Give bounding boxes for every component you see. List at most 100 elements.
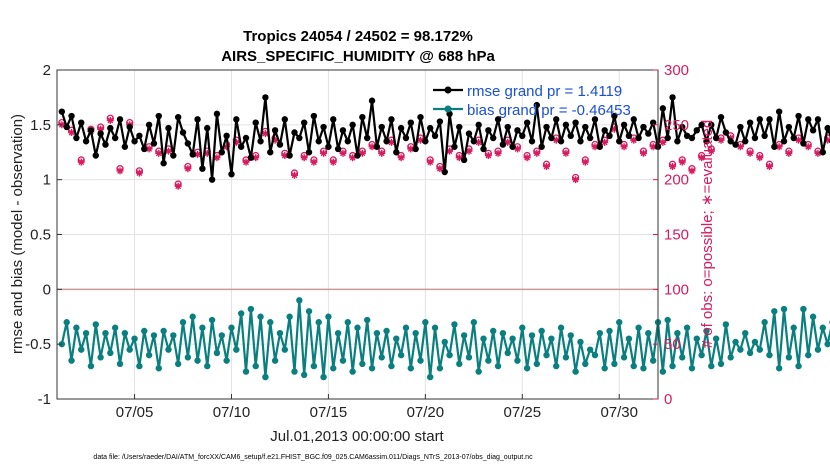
bias-point xyxy=(785,354,793,361)
rmse-point xyxy=(616,138,623,145)
bias-point xyxy=(363,316,371,324)
rmse-point xyxy=(509,143,516,150)
rmse-point xyxy=(291,129,298,136)
rmse-point xyxy=(281,116,288,123)
rmse-point xyxy=(582,123,589,131)
bias-point xyxy=(451,321,458,328)
rmse-point xyxy=(126,123,133,131)
rmse-point xyxy=(766,116,773,123)
bias-point xyxy=(170,332,177,339)
bias-point xyxy=(402,324,410,331)
legend-rmse-label: rmse grand pr = 1.4119 xyxy=(467,83,622,100)
bias-point xyxy=(645,330,652,337)
rmse-point xyxy=(160,160,167,167)
rmse-point xyxy=(242,134,250,142)
bias-point xyxy=(397,351,405,359)
rmse-point xyxy=(533,101,541,109)
obs-evaluated-point xyxy=(155,149,163,157)
bias-point xyxy=(300,371,308,379)
bias-point xyxy=(116,360,124,368)
bias-point xyxy=(640,365,647,372)
obs-evaluated-point xyxy=(77,158,85,166)
legend-rmse-marker xyxy=(444,86,452,94)
rmse-point xyxy=(179,129,187,136)
rmse-point xyxy=(717,113,725,121)
rmse-point xyxy=(174,113,182,121)
rmse-point xyxy=(228,170,235,178)
rmse-point xyxy=(596,143,604,150)
rmse-point xyxy=(611,112,618,120)
rmse-point xyxy=(354,152,361,159)
obs-evaluated-point xyxy=(795,136,803,144)
rmse-point xyxy=(553,116,560,123)
bias-point xyxy=(509,335,516,342)
rmse-point xyxy=(601,127,608,134)
rmse-point xyxy=(562,121,570,129)
rmse-point xyxy=(344,138,352,145)
bias-point xyxy=(756,346,763,353)
bias-point xyxy=(378,354,385,361)
rmse-point xyxy=(359,113,366,121)
rmse-point xyxy=(591,116,599,123)
bias-series xyxy=(58,297,830,381)
x-tick-label: 07/25 xyxy=(504,404,542,421)
bias-point xyxy=(68,357,75,364)
rmse-point xyxy=(213,110,221,118)
bias-point xyxy=(407,365,415,372)
rmse-point xyxy=(136,132,143,139)
y-left-tick-label: 2 xyxy=(43,62,51,79)
rmse-point xyxy=(165,124,172,132)
bias-point xyxy=(359,360,366,368)
rmse-point xyxy=(431,132,439,139)
bias-point xyxy=(591,351,599,359)
rmse-point xyxy=(800,140,807,147)
x-tick-label: 07/05 xyxy=(116,404,154,421)
bias-point xyxy=(417,357,424,364)
bias-point xyxy=(305,308,313,315)
rmse-point xyxy=(315,138,322,145)
chart-title-line2: AIRS_SPECIFIC_HUMIDITY @ 688 hPa xyxy=(221,48,495,65)
bias-point xyxy=(814,346,822,353)
bias-point xyxy=(223,357,230,364)
bias-point xyxy=(388,362,395,370)
bias-point xyxy=(790,324,797,331)
rmse-point xyxy=(378,123,385,131)
y-left-tick-label: 0.5 xyxy=(30,227,51,244)
y-axis-right-label: # of obs: o=possible; ∗=evaluated xyxy=(699,120,716,349)
rmse-point xyxy=(543,123,550,131)
rmse-point xyxy=(712,134,720,142)
bias-point xyxy=(780,305,788,313)
rmse-point xyxy=(276,141,284,148)
obs-evaluated-point xyxy=(698,154,706,162)
bias-point xyxy=(383,327,390,335)
rmse-point xyxy=(490,134,497,142)
bias-point xyxy=(368,365,376,372)
rmse-point xyxy=(499,141,507,148)
bias-point xyxy=(97,354,104,361)
bias-point xyxy=(775,365,783,372)
obs-evaluated-point xyxy=(533,149,541,157)
rmse-point xyxy=(121,143,129,150)
rmse-point xyxy=(470,138,478,145)
legend-bias-marker xyxy=(444,105,452,113)
rmse-point xyxy=(155,112,162,120)
bias-point xyxy=(242,368,250,375)
bias-point xyxy=(155,365,162,372)
bias-point xyxy=(160,327,167,335)
bias-point xyxy=(548,335,555,342)
rmse-point xyxy=(727,138,734,145)
bias-point xyxy=(606,327,613,335)
bias-point xyxy=(82,330,90,337)
bias-point xyxy=(557,324,565,331)
x-tick-label: 07/10 xyxy=(213,404,251,421)
rmse-point xyxy=(373,143,381,150)
rmse-point xyxy=(504,123,511,131)
rmse-point xyxy=(698,121,705,129)
bias-point xyxy=(262,373,269,381)
rmse-point xyxy=(805,116,812,123)
rmse-point xyxy=(708,121,715,129)
rmse-point xyxy=(339,127,347,134)
obs-evaluated-point xyxy=(630,136,638,144)
rmse-point xyxy=(267,149,274,156)
bias-point xyxy=(683,324,691,331)
